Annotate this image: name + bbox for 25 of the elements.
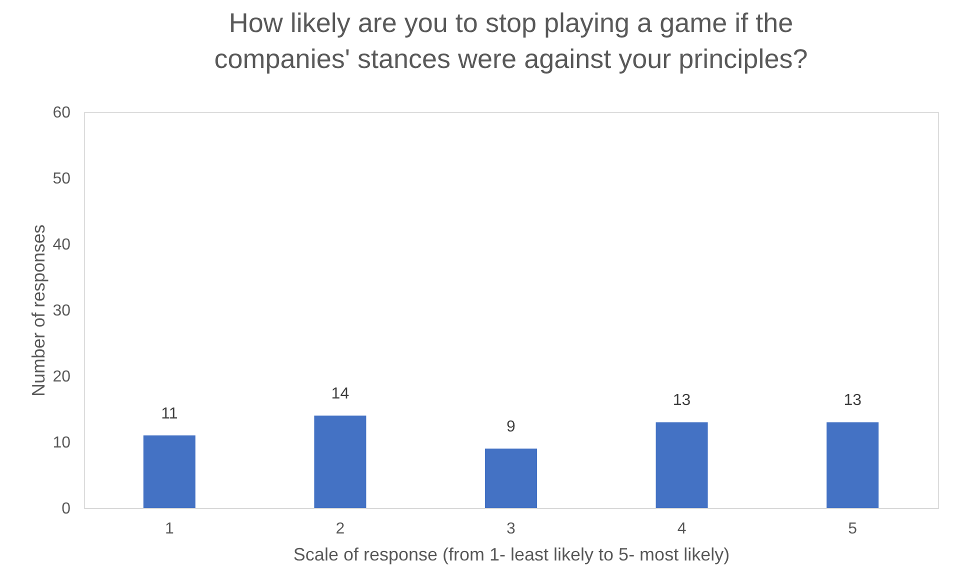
chart-title: How likely are you to stop playing a game if the companies' stances were against your principles?: [214, 8, 808, 74]
y-axis-title: Number of responses: [28, 224, 49, 397]
x-tick-label: 2: [336, 520, 345, 538]
y-tick-label: 60: [52, 104, 71, 122]
y-tick-label: 0: [62, 500, 71, 518]
y-tick-label: 30: [52, 302, 71, 320]
bar: [143, 435, 196, 508]
bar: [656, 422, 708, 508]
bar: [314, 416, 366, 508]
x-tick-label: 1: [164, 520, 174, 538]
data-label: 13: [672, 392, 691, 410]
y-tick-label: 50: [52, 170, 71, 188]
data-label: 11: [161, 405, 178, 422]
data-label: 9: [506, 418, 516, 436]
x-tick-label: 5: [848, 520, 858, 538]
x-tick-label: 3: [506, 520, 516, 538]
data-label: 14: [331, 386, 350, 403]
y-tick-label: 10: [52, 434, 71, 452]
y-tick-label: 20: [52, 368, 71, 386]
y-tick-label: 40: [52, 236, 71, 254]
data-label: 13: [844, 392, 862, 410]
x-tick-label: 4: [677, 520, 686, 538]
bar: [485, 448, 537, 508]
x-axis-title: Scale of response (from 1- least likely to 5- most likely): [293, 544, 730, 564]
bar: [826, 422, 879, 508]
